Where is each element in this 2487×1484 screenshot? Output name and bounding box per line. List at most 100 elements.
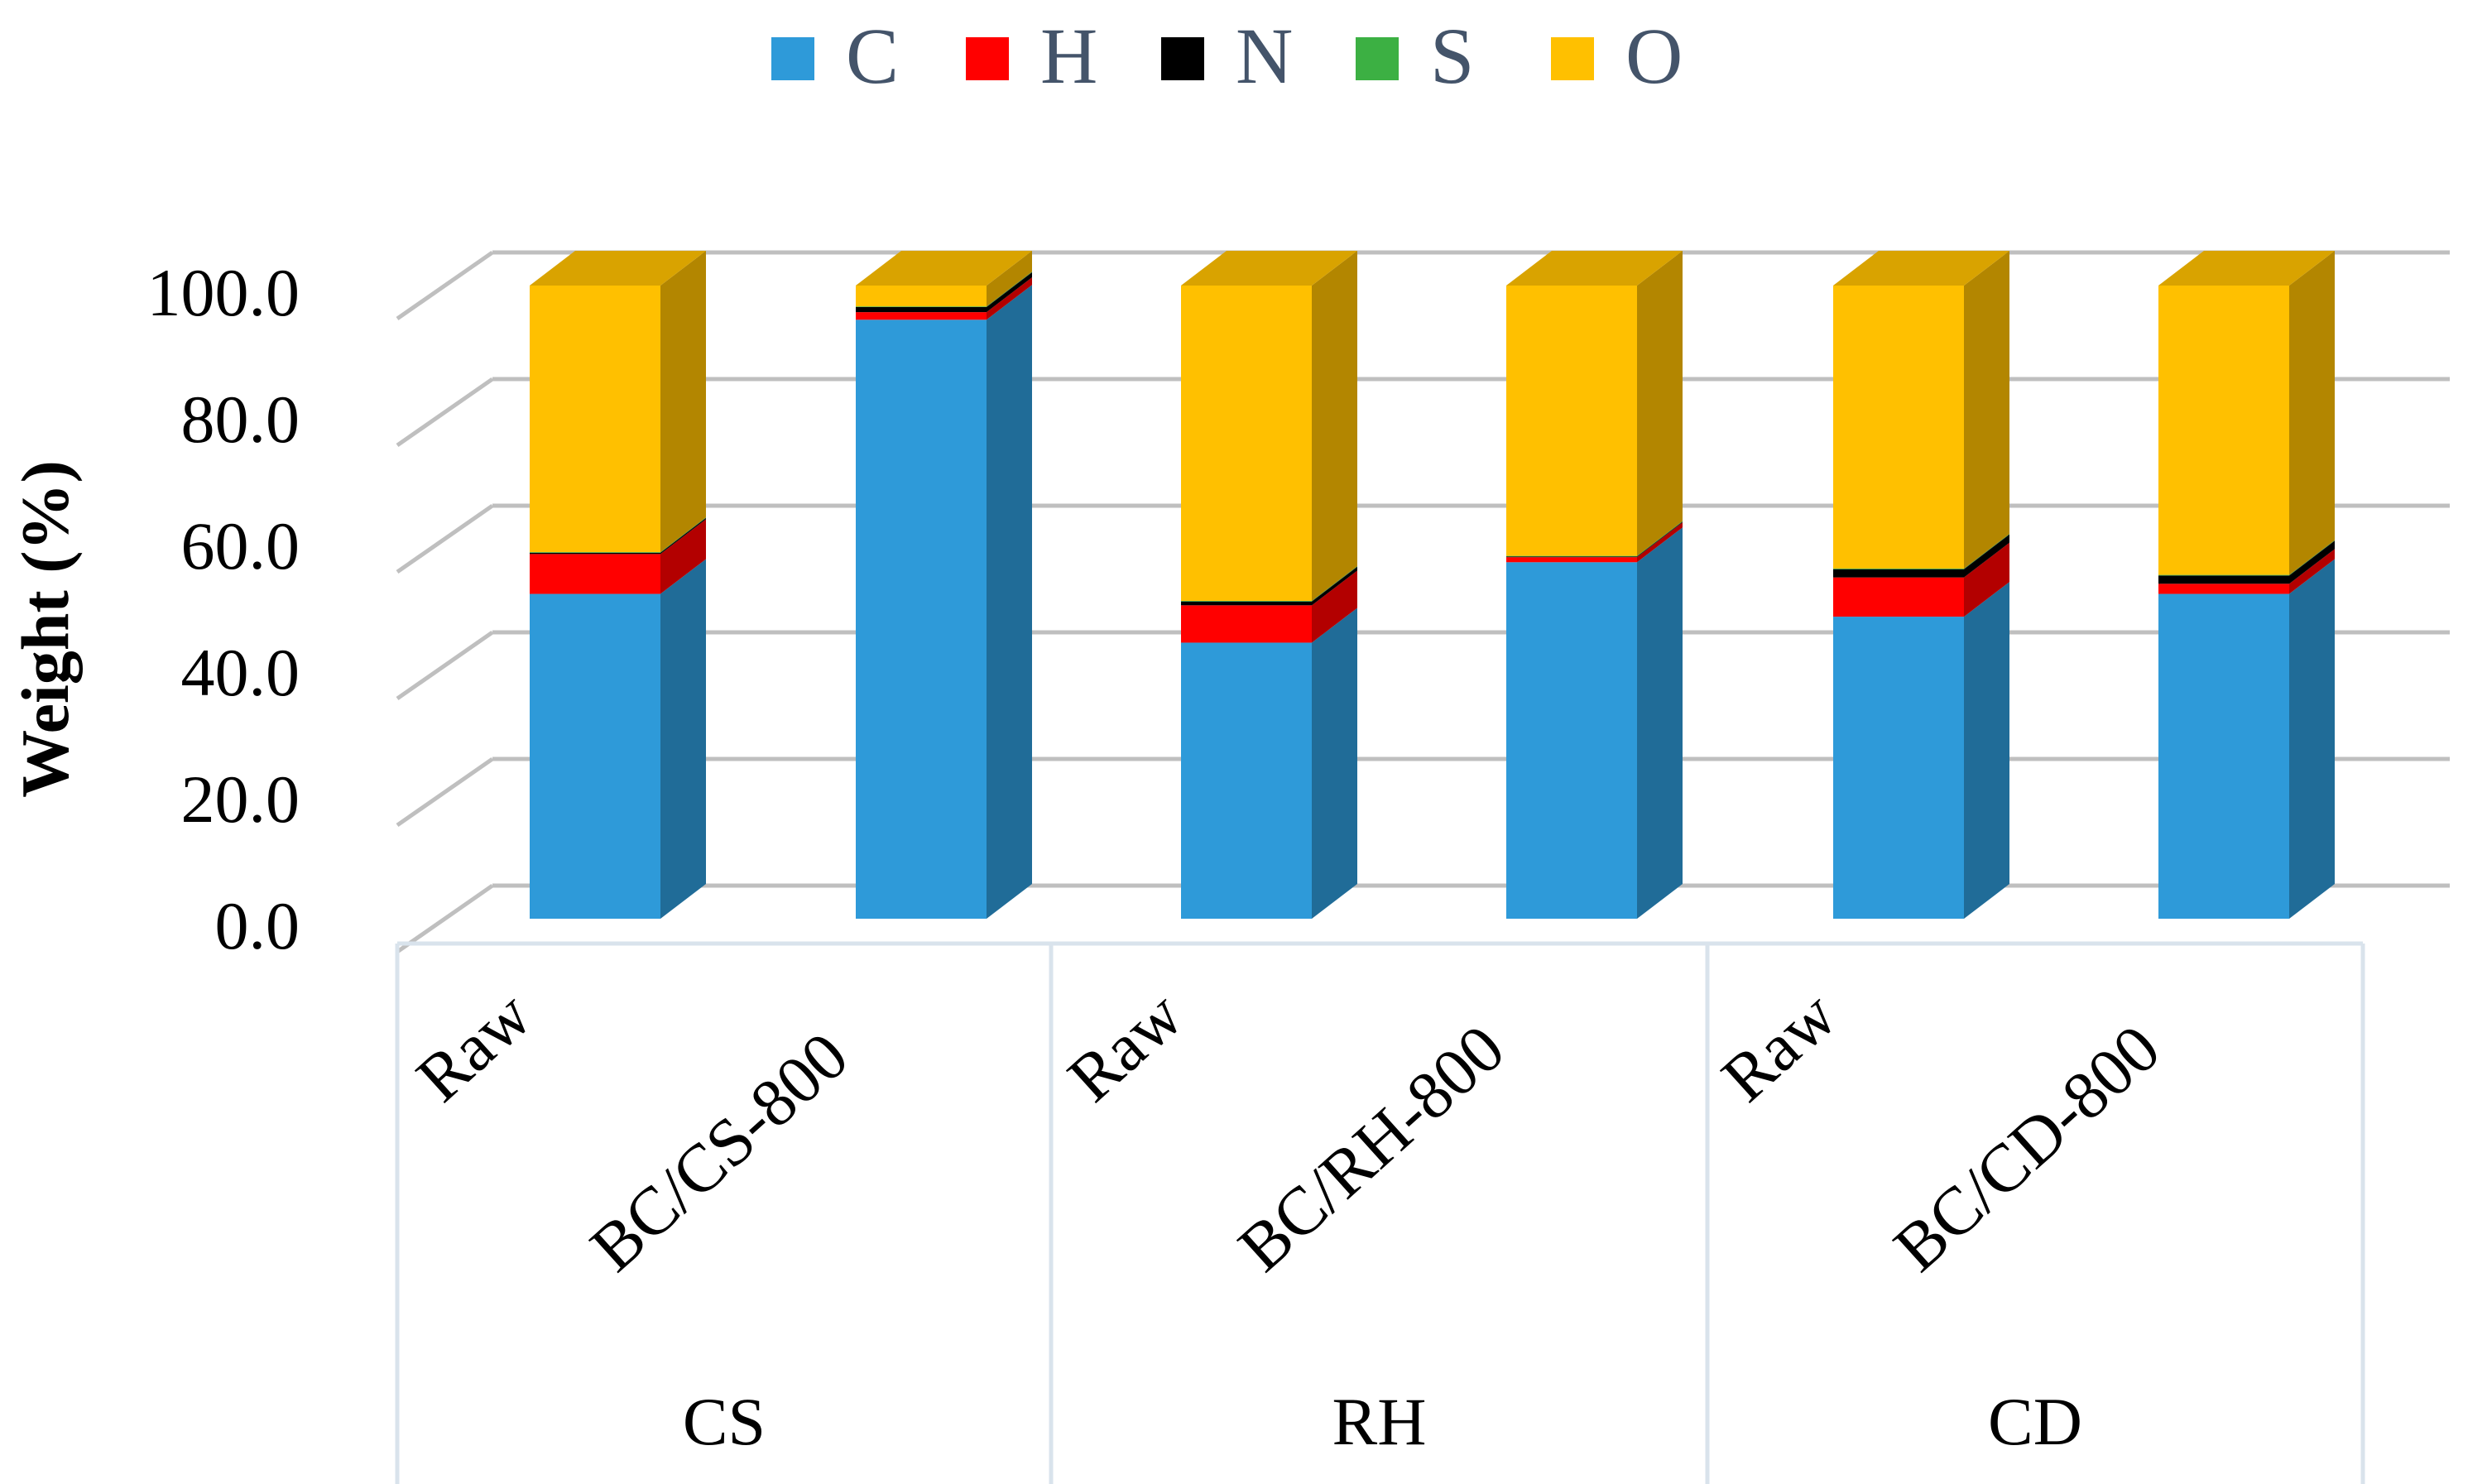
bar-side — [1637, 251, 1683, 556]
legend-swatch — [966, 37, 1009, 80]
bar-front — [1506, 557, 1637, 563]
bar-front — [1506, 286, 1637, 556]
stacked-bar — [856, 251, 1032, 919]
bar-side — [1637, 527, 1683, 919]
bar-side — [1637, 521, 1683, 558]
bar-front — [530, 552, 660, 555]
bar-side — [2289, 549, 2335, 594]
bar-front — [530, 552, 660, 553]
bar-segment-O — [856, 251, 1032, 307]
bar-segment-S — [1181, 565, 1357, 602]
bar-side — [987, 285, 1032, 919]
bar-segment-N — [1506, 521, 1683, 558]
gridline-depth — [396, 883, 494, 954]
gridline-depth — [396, 503, 494, 574]
y-tick-label: 0.0 — [215, 888, 300, 963]
bar-side — [660, 251, 706, 553]
bar-front — [1181, 601, 1312, 606]
bar-top — [1506, 251, 1683, 286]
bar-front — [856, 312, 987, 320]
category-axis-box — [395, 941, 2365, 1484]
bar-top — [530, 251, 706, 286]
legend-label: S — [1430, 12, 1474, 100]
legend-swatch — [1356, 37, 1399, 80]
bar-segment-N — [1833, 534, 2009, 578]
bar-side — [660, 559, 706, 919]
bar-segment-H — [2158, 549, 2335, 594]
bar-segment-O — [530, 251, 706, 553]
bar-side — [1312, 565, 1357, 602]
x-category-label: BC/CS-800 — [576, 1018, 862, 1286]
bar-front — [856, 286, 987, 307]
bar-side — [1964, 251, 2009, 569]
bar-segment-O — [1833, 251, 2009, 569]
bar-side — [1637, 522, 1683, 563]
x-group-label: CS — [683, 1384, 766, 1459]
bar-front — [530, 593, 660, 919]
bar-segment-H — [530, 519, 706, 594]
y-tick-label: 40.0 — [181, 635, 300, 710]
legend-swatch — [1551, 37, 1594, 80]
gridline-depth — [396, 250, 494, 321]
bar-front — [1833, 569, 1964, 578]
bar-segment-S — [1833, 533, 2009, 569]
bar-top — [2158, 251, 2335, 286]
gridline-depth — [396, 756, 494, 828]
bar-front — [530, 554, 660, 594]
bar-side — [660, 517, 706, 553]
bar-segment-C — [530, 559, 706, 919]
legend-item-S: S — [1356, 12, 1474, 100]
gridline-depth — [396, 377, 494, 448]
bar-side — [660, 519, 706, 594]
x-group-label: CD — [1988, 1384, 2082, 1459]
bar-segment-N — [1181, 566, 1357, 606]
bar-side — [1964, 533, 2009, 569]
bar-segment-S — [1506, 521, 1683, 557]
bar-segment-H — [856, 277, 1032, 320]
legend-swatch — [1161, 37, 1204, 80]
bar-segment-C — [1506, 527, 1683, 919]
y-tick-labels: 0.0 20.0 40.0 60.0 80.0 100.0 — [147, 255, 300, 963]
bar-top — [1833, 251, 2009, 286]
bar-segment-N — [530, 517, 706, 555]
y-tick-label: 20.0 — [181, 761, 300, 837]
bar-segment-C — [1181, 608, 1357, 919]
x-category-label: BC/CD-800 — [1880, 1011, 2173, 1286]
bar-front — [1833, 617, 1964, 919]
bar-segment-H — [1181, 570, 1357, 643]
bar-side — [987, 251, 1032, 307]
x-category-label: Raw — [402, 977, 545, 1116]
bar-segment-S — [530, 517, 706, 553]
bar-segment-O — [1181, 251, 1357, 601]
bar-side — [660, 517, 706, 555]
bar-front — [2158, 593, 2289, 919]
bar-side — [987, 272, 1032, 313]
bars-layer — [530, 251, 2335, 919]
bar-segment-C — [856, 285, 1032, 919]
gridline-depth — [396, 630, 494, 701]
bar-segment-O — [2158, 251, 2335, 575]
bar-side — [987, 277, 1032, 320]
bar-front — [856, 306, 987, 308]
bar-front — [1181, 286, 1312, 601]
legend-item-H: H — [966, 12, 1097, 100]
stacked-bar — [1506, 251, 1683, 919]
x-category-label: Raw — [1707, 977, 1851, 1116]
bar-side — [1964, 582, 2009, 919]
y-axis-title: Weight (%) — [7, 460, 83, 798]
stacked-bar — [2158, 251, 2335, 919]
bar-front — [1181, 642, 1312, 919]
legend-swatch — [771, 37, 814, 80]
bar-front — [1506, 556, 1637, 558]
bar-segment-S — [2158, 540, 2335, 576]
x-category-label: Raw — [1054, 977, 1197, 1116]
bar-side — [1312, 251, 1357, 601]
bar-side — [2289, 559, 2335, 919]
y-tick-label: 100.0 — [147, 255, 300, 330]
legend-label: O — [1625, 12, 1683, 100]
legend-item-N: N — [1161, 12, 1293, 100]
bar-front — [2158, 584, 2289, 594]
